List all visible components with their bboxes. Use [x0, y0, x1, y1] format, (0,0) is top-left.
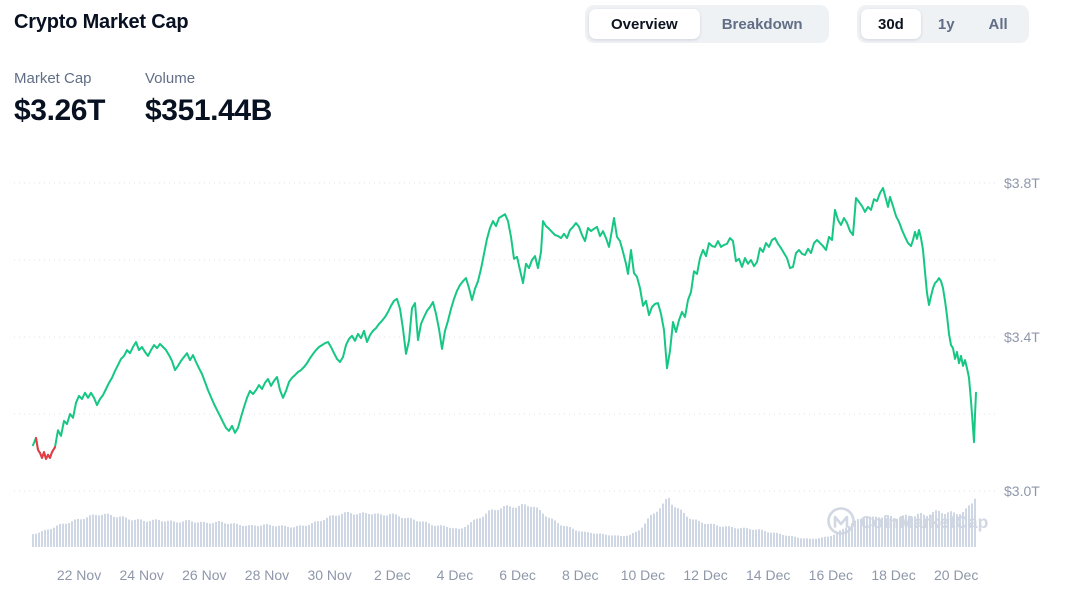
x-axis-label: 12 Dec	[683, 567, 728, 583]
range-1y[interactable]: 1y	[921, 9, 972, 39]
range-all[interactable]: All	[972, 9, 1025, 39]
x-axis-label: 28 Nov	[244, 567, 290, 583]
market-cap-value: $3.26T	[14, 94, 105, 127]
page-title: Crypto Market Cap	[14, 11, 189, 33]
x-axis-label: 6 Dec	[499, 567, 536, 583]
x-axis-label: 16 Dec	[808, 567, 854, 583]
coinmarketcap-wordmark: CoinMarketCap	[860, 512, 988, 532]
x-axis-label: 26 Nov	[182, 567, 227, 583]
x-axis-label: 4 Dec	[436, 567, 474, 583]
x-axis-label: 30 Nov	[307, 567, 352, 583]
y-axis-label: $3.0T	[1004, 483, 1040, 499]
view-toggle: Overview Breakdown	[585, 5, 829, 43]
x-axis-label: 20 Dec	[933, 567, 979, 583]
volume-label: Volume	[145, 70, 196, 87]
volume-bars	[32, 497, 976, 547]
range-toggle: 30d 1y All	[857, 5, 1029, 43]
coinmarketcap-watermark: CoinMarketCap	[827, 507, 988, 535]
market-cap-label: Market Cap	[14, 70, 92, 87]
range-30d[interactable]: 30d	[861, 9, 921, 39]
y-axis-label: $3.4T	[1004, 329, 1040, 345]
x-axis-label: 14 Dec	[746, 567, 791, 583]
volume-stat: Volume $351.44B	[145, 70, 272, 128]
x-axis-label: 10 Dec	[620, 567, 666, 583]
volume-value: $351.44B	[145, 94, 272, 127]
coinmarketcap-logo-icon	[827, 507, 855, 535]
tab-overview[interactable]: Overview	[589, 9, 700, 39]
price-line	[32, 187, 977, 460]
stats-row: Market Cap $3.26T Volume $351.44B	[14, 70, 308, 128]
y-axis-label: $3.8T	[1004, 175, 1040, 191]
x-axis-label: 8 Dec	[561, 567, 599, 583]
x-axis-label: 22 Nov	[56, 567, 102, 583]
x-axis-label: 24 Nov	[119, 567, 164, 583]
x-axis-label: 18 Dec	[871, 567, 916, 583]
market-cap-stat: Market Cap $3.26T	[14, 70, 105, 128]
x-axis-label: 2 Dec	[373, 567, 411, 583]
tab-breakdown[interactable]: Breakdown	[700, 9, 825, 39]
price-line-down-segment	[35, 436, 56, 460]
